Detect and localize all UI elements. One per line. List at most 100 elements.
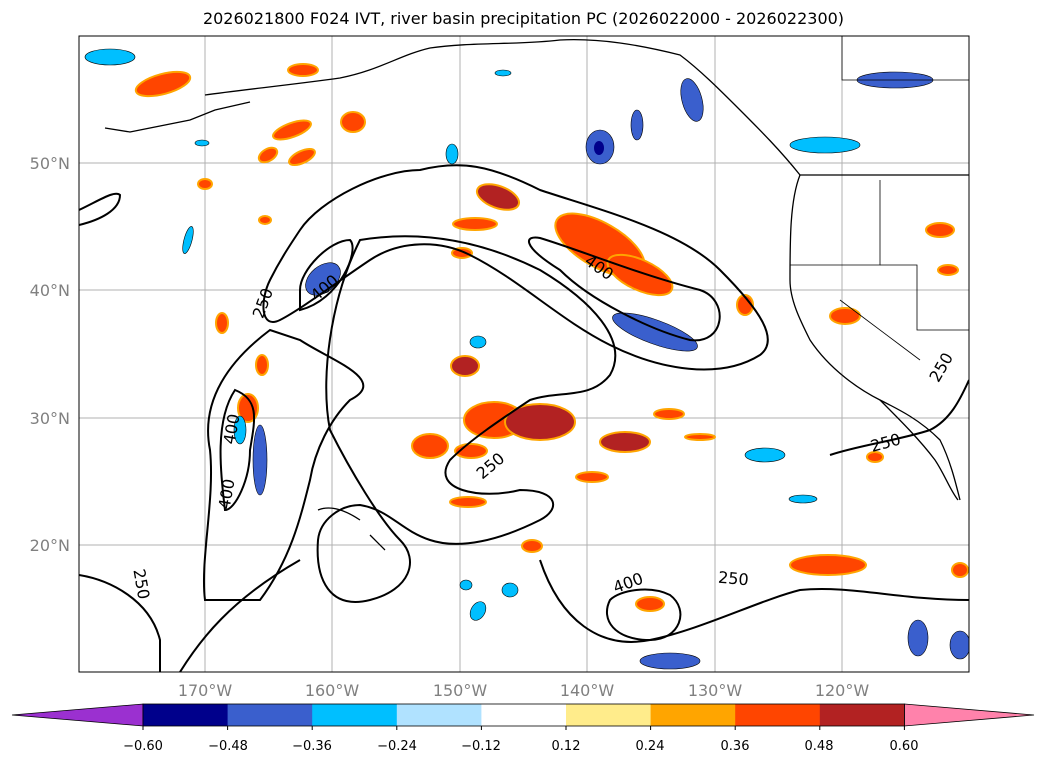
state-border	[841, 36, 969, 81]
precip-blob	[194, 139, 210, 147]
precip-blob	[575, 471, 609, 483]
colorbar-box	[143, 704, 229, 726]
lon-label: 130°W	[688, 681, 743, 700]
west-coast	[789, 174, 961, 501]
lon-label: 140°W	[560, 681, 615, 700]
lon-label: 160°W	[305, 681, 360, 700]
state-border	[839, 299, 921, 361]
colorbar-tick-label: −0.24	[377, 739, 417, 754]
ivt-contour-250	[79, 192, 122, 226]
precip-blob	[445, 143, 459, 165]
lon-label: 120°W	[815, 681, 870, 700]
precip-blob	[452, 217, 498, 231]
precip-blob	[252, 424, 268, 496]
lat-label: 20°N	[30, 536, 70, 555]
precip-blob	[258, 215, 272, 225]
colorbar-tick-label: 0.60	[890, 739, 919, 754]
precip-blob	[469, 601, 487, 621]
precip-blob	[951, 562, 969, 578]
precip-blob	[450, 355, 480, 377]
precip-blob	[504, 403, 576, 441]
ivt-contour-400	[528, 236, 721, 342]
colorbar-box	[735, 704, 821, 726]
precip-blob	[272, 119, 312, 141]
precip-blob	[789, 554, 867, 576]
ivt-contour-250	[539, 559, 969, 643]
colorbar-tick-label: −0.60	[123, 739, 163, 754]
ivt-contour-250	[262, 164, 769, 371]
precip-negative-areas	[84, 48, 969, 670]
lon-label: 170°W	[178, 681, 233, 700]
lat-label: 50°N	[30, 154, 70, 173]
colorbar-box	[819, 704, 905, 726]
colorbar-extend-low	[11, 703, 144, 727]
colorbar-tick-label: −0.12	[461, 739, 501, 754]
precip-blob	[411, 433, 449, 459]
lon-label: 150°W	[433, 681, 488, 700]
precip-blob	[459, 579, 473, 591]
precip-blob	[255, 354, 269, 376]
map-frame	[78, 35, 970, 673]
colorbar-tick-label: 0.36	[721, 739, 750, 754]
precip-blob	[182, 226, 194, 254]
precip-blob	[937, 264, 959, 276]
precip-blob	[612, 312, 698, 352]
coastlines	[104, 36, 969, 551]
lat-label: 40°N	[30, 281, 70, 300]
lat-label: 30°N	[30, 409, 70, 428]
precip-blob	[197, 178, 213, 190]
precip-blob	[233, 415, 247, 445]
precip-blob	[494, 69, 512, 77]
precip-blob	[788, 494, 818, 504]
precip-blob	[215, 312, 229, 334]
precip-blob	[469, 335, 487, 349]
precip-blob	[501, 582, 519, 598]
colorbar-box	[566, 704, 652, 726]
precip-blob	[684, 433, 716, 441]
precip-blob	[680, 78, 704, 122]
ivt-contour-400	[299, 238, 354, 312]
map-title: 2026021800 F024 IVT, river basin precipi…	[202, 9, 845, 28]
precip-blob	[789, 136, 861, 154]
map-frame-bg	[79, 36, 969, 672]
precip-blob	[257, 146, 279, 164]
colorbar-tick-label: 0.48	[805, 739, 834, 754]
state-border	[880, 264, 969, 331]
ivt-contour-250	[79, 574, 161, 672]
precip-blob	[866, 451, 884, 463]
colorbar-extend-high	[904, 703, 1035, 727]
precip-blob	[288, 147, 316, 167]
precip-blob	[521, 539, 543, 553]
precip-blob	[829, 307, 861, 325]
precip-blob	[630, 109, 644, 141]
colorbar-tick-label: 0.24	[636, 739, 665, 754]
colorbar-box	[481, 704, 567, 726]
precip-blob	[907, 619, 929, 657]
map-figure: 250 400 400 400 250 250 400 250 250 250 …	[30, 35, 970, 700]
precip-blob	[639, 652, 701, 670]
precip-blob	[744, 447, 786, 463]
colorbar-boxes	[11, 703, 1035, 730]
colorbar-tick-label: −0.48	[208, 739, 248, 754]
ivt-contour-250	[316, 235, 617, 603]
alaska-coast	[204, 39, 801, 176]
ivt-contours	[79, 164, 969, 672]
colorbar-box	[227, 704, 313, 726]
ivt-contour-250	[202, 328, 365, 601]
precip-blob	[736, 294, 754, 316]
precip-blob	[606, 253, 674, 297]
precip-blob	[949, 630, 969, 660]
precip-blob	[653, 408, 685, 420]
contour-label: 250	[717, 568, 749, 590]
colorbar-tick-label: −0.36	[292, 739, 332, 754]
precip-blob	[594, 141, 604, 155]
precip-blob	[84, 48, 136, 66]
precip-blob	[635, 596, 665, 612]
precip-blob	[134, 70, 192, 98]
colorbar-box	[312, 704, 398, 726]
precip-blob	[449, 496, 487, 508]
precip-blob	[475, 183, 521, 211]
precip-blob	[925, 222, 955, 238]
hawaii-islands	[317, 507, 386, 551]
precip-positive-areas	[134, 63, 969, 612]
